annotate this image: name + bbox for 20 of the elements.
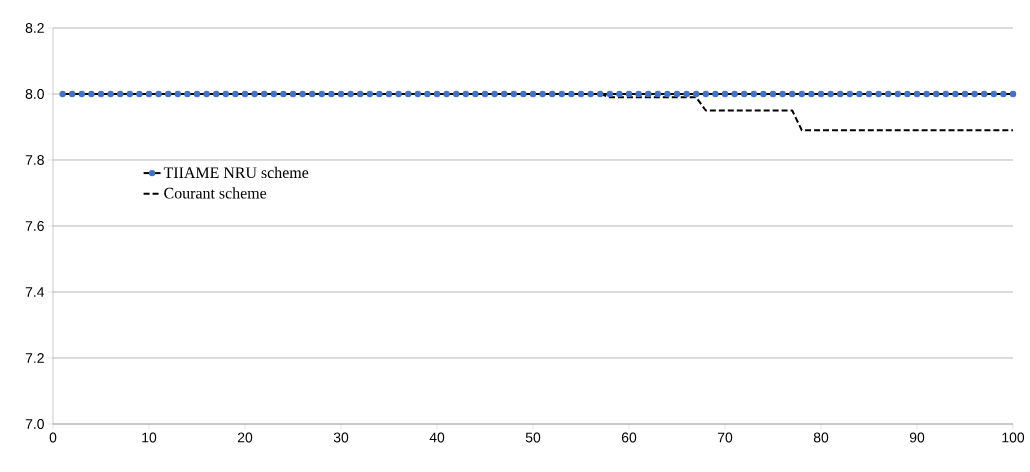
x-tick-label: 80 xyxy=(813,432,829,443)
x-tick-label: 60 xyxy=(621,432,637,443)
x-tick-label: 40 xyxy=(429,432,445,443)
y-tick-label: 7.2 xyxy=(25,353,44,363)
y-tick-label: 7.8 xyxy=(25,155,44,165)
y-tick-label: 7.6 xyxy=(25,221,44,231)
x-tick-label: 20 xyxy=(237,432,253,443)
x-tick-label: 30 xyxy=(333,432,349,443)
x-tick-label: 90 xyxy=(909,432,925,443)
x-tick-label: 0 xyxy=(49,432,57,443)
legend-label: Courant scheme xyxy=(164,187,267,199)
legend-label: TIIAME NRU scheme xyxy=(163,166,309,179)
y-tick-label: 7.4 xyxy=(25,287,45,297)
y-tick-label: 8.2 xyxy=(25,23,44,33)
x-tick-label: 70 xyxy=(717,432,733,443)
y-tick-label: 8.0 xyxy=(25,89,44,99)
x-tick-label: 10 xyxy=(142,432,157,443)
y-tick-label: 7.0 xyxy=(25,419,44,429)
x-tick-label: 100 xyxy=(1002,432,1025,443)
x-tick-label: 50 xyxy=(525,432,541,443)
